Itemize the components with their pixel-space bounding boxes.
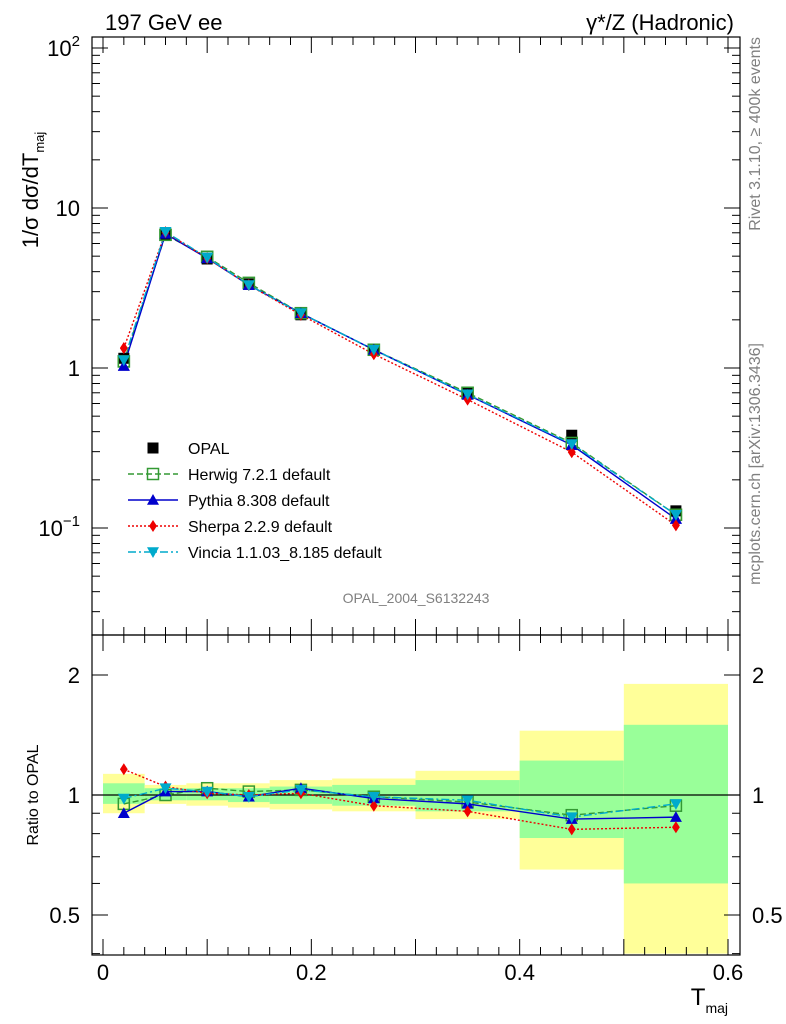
- x-axis-label-text: T: [691, 984, 706, 1011]
- legend-label: OPAL: [188, 441, 230, 458]
- ratio-series-point: [461, 795, 474, 807]
- ratio-ticks: 0.5 0.5 1 1 2 2 0 0.2 0.4 0.6: [49, 635, 783, 985]
- mcplots-note: mcplots.cern.ch [arXiv:1306.3436]: [747, 343, 764, 585]
- x-tick-label: 0.2: [296, 960, 327, 985]
- ratio-ytick-label-left: 0.5: [49, 903, 80, 928]
- x-axis-label-sub: maj: [705, 1000, 728, 1016]
- main-series-point-overlay: [119, 342, 128, 355]
- main-series-point-overlay: [672, 519, 680, 532]
- ratio-series-point: [369, 799, 378, 812]
- ratio-series-point: [242, 791, 255, 803]
- ratio-series-point: [159, 783, 172, 795]
- legend-label: Sherpa 2.2.9 default: [188, 519, 333, 536]
- ratio-series-point: [567, 823, 576, 836]
- main-series-point-overlay: [669, 509, 682, 521]
- ratio-series-point: [565, 812, 578, 824]
- ratio-series-layer: [117, 763, 683, 836]
- main-series-point-overlay: [242, 280, 255, 292]
- main-series-point-overlay: [294, 308, 307, 320]
- ratio-bands-layer: [103, 683, 728, 954]
- header-right: γ*/Z (Hadronic): [586, 10, 734, 35]
- legend: OPAL Herwig 7.2.1 default Pythia 8.308 def…: [128, 441, 382, 562]
- main-data-layer: [117, 226, 683, 532]
- ratio-frame: [91, 634, 741, 956]
- legend-entry: OPAL: [147, 441, 230, 458]
- header-left: 197 GeV ee: [105, 10, 222, 35]
- legend-marker: [147, 494, 159, 505]
- legend-marker: [147, 442, 159, 454]
- x-tick-label: 0.6: [713, 960, 744, 985]
- main-ylabel-sub: maj: [32, 132, 47, 153]
- main-series-point-overlay: [201, 252, 214, 264]
- main-ylabel-text: 1/σ dσ/dT: [18, 153, 43, 249]
- main-series-point-overlay: [159, 226, 172, 238]
- ratio-ytick-label-left: 2: [68, 663, 80, 688]
- rivet-note: Rivet 3.1.10, ≥ 400k events: [747, 37, 764, 231]
- main-ytick-label: 1: [68, 356, 80, 381]
- ratio-ytick-label-right: 1: [752, 783, 764, 808]
- legend-marker: [146, 467, 160, 481]
- legend-entry: Herwig 7.2.1 default: [128, 467, 331, 484]
- legend-entry: Pythia 8.308 default: [128, 493, 330, 510]
- main-ytick-base: 10: [38, 516, 62, 541]
- ratio-series-point: [119, 763, 128, 776]
- ratio-series-point: [367, 791, 380, 803]
- main-ytick-exp: 2: [72, 33, 80, 50]
- main-ytick-label: 10−1: [38, 513, 80, 541]
- main-ytick-base: 10: [47, 36, 71, 61]
- analysis-tag: OPAL_2004_S6132243: [343, 590, 490, 606]
- ratio-band-inner: [103, 783, 145, 804]
- legend-label: Vincia 1.1.03_8.185 default: [188, 545, 382, 562]
- main-data-point: [566, 429, 578, 441]
- x-tick-label: 0: [97, 960, 109, 985]
- main-series-point-overlay: [461, 389, 474, 401]
- ratio-series-point: [294, 785, 307, 796]
- main-series-point-overlay: [565, 439, 578, 450]
- legend-marker: [147, 547, 159, 558]
- legend-entry: Sherpa 2.2.9 default: [128, 519, 333, 536]
- legend-marker: [149, 520, 157, 532]
- ratio-ylabel: Ratio to OPAL: [25, 744, 42, 845]
- ratio-series-point: [672, 821, 680, 834]
- ratio-series-point: [463, 805, 472, 818]
- ratio-ytick-label-right: 2: [752, 663, 764, 688]
- svg-text:1/σ dσ/dTmaj: 1/σ dσ/dTmaj: [18, 132, 47, 249]
- ratio-series-point: [669, 799, 682, 810]
- legend-label: Herwig 7.2.1 default: [188, 467, 331, 484]
- main-series-layer: [117, 226, 683, 532]
- x-tick-label: 0.4: [504, 960, 535, 985]
- main-series-point-overlay: [367, 344, 380, 356]
- ratio-series-point: [117, 793, 130, 805]
- ratio-series-point: [117, 807, 130, 819]
- main-ytick-label: 10: [56, 196, 80, 221]
- main-series-point-overlay: [567, 446, 576, 459]
- ratio-ytick-label-right: 0.5: [752, 903, 783, 928]
- legend-entry: Vincia 1.1.03_8.185 default: [128, 545, 382, 562]
- legend-label: Pythia 8.308 default: [188, 493, 330, 510]
- main-ylabel: 1/σ dσ/dTmaj: [18, 132, 47, 249]
- main-series-point-overlay: [117, 355, 130, 367]
- main-ytick-base: 1: [68, 356, 80, 381]
- main-ytick-base: 10: [56, 196, 80, 221]
- x-axis-label: Tmaj: [691, 984, 728, 1016]
- ratio-ytick-label-left: 1: [68, 783, 80, 808]
- ratio-series-point: [201, 786, 214, 798]
- main-ytick-label: 102: [47, 33, 80, 61]
- ratio-series-point: [669, 811, 682, 822]
- main-ytick-exp: −1: [63, 513, 80, 530]
